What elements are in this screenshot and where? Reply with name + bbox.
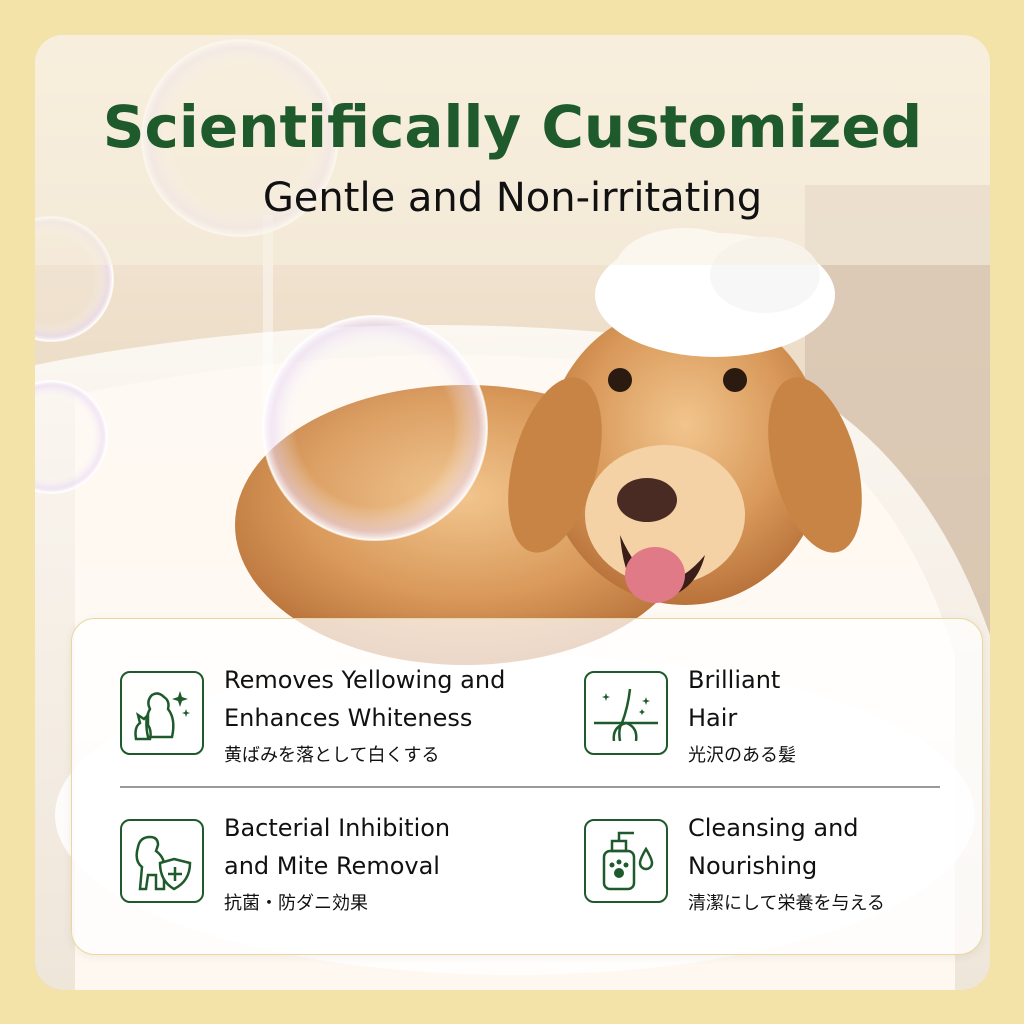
panel-divider <box>120 786 940 788</box>
feature-title: Brilliant <box>688 666 781 694</box>
feature-japanese: 黄ばみを落として白くする <box>224 745 440 766</box>
feature-japanese: 抗菌・防ダニ効果 <box>224 893 368 914</box>
feature-title: Cleansing and <box>688 814 859 842</box>
bubble <box>262 315 488 541</box>
feature-brilliant-hair: Brilliant Hair 光沢のある髪 <box>584 661 984 781</box>
feature-title: Hair <box>688 704 738 732</box>
feature-title: and Mite Removal <box>224 852 440 880</box>
dog-cat-sparkle-icon <box>120 671 204 755</box>
feature-japanese: 光沢のある髪 <box>688 745 796 766</box>
hair-follicle-icon <box>584 671 668 755</box>
feature-title: Removes Yellowing and <box>224 666 506 694</box>
dog-tongue <box>625 547 685 603</box>
feature-whitening: Removes Yellowing and Enhances Whiteness… <box>120 661 520 781</box>
headline: Scientifically Customized <box>102 93 923 161</box>
features-panel: Removes Yellowing and Enhances Whiteness… <box>71 618 983 955</box>
dog-shield-icon <box>120 819 204 903</box>
feature-title: Bacterial Inhibition <box>224 814 451 842</box>
feature-title: Nourishing <box>688 852 818 880</box>
feature-antibacterial: Bacterial Inhibition and Mite Removal 抗菌… <box>120 809 520 929</box>
shampoo-bottle-icon <box>584 819 668 903</box>
subheadline: Gentle and Non-irritating <box>262 175 763 221</box>
feature-cleansing: Cleansing and Nourishing 清潔にして栄養を与える <box>584 809 984 929</box>
feature-japanese: 清潔にして栄養を与える <box>688 893 885 914</box>
feature-title: Enhances Whiteness <box>224 704 473 732</box>
bubble <box>35 380 108 494</box>
dog-nose <box>617 478 677 522</box>
hero-card: Scientifically Customized Gentle and Non… <box>35 35 990 990</box>
